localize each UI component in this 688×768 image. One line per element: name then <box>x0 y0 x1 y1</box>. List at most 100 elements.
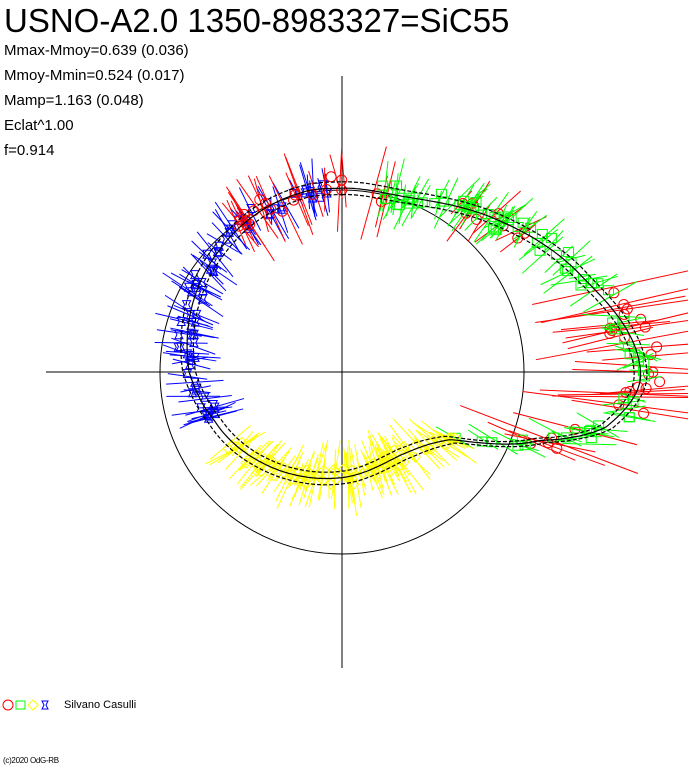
error-bar <box>508 430 606 466</box>
data-point-diamond <box>290 465 302 478</box>
series-observer-blue <box>154 158 332 429</box>
error-bar <box>398 188 406 224</box>
error-bar <box>382 187 403 220</box>
data-point-diamond <box>253 460 265 473</box>
error-bar <box>169 318 213 330</box>
data-point-star <box>209 402 220 412</box>
error-bar <box>239 444 278 488</box>
data-point-diamond <box>311 469 323 481</box>
error-bar <box>629 369 658 372</box>
data-point-star <box>173 342 184 352</box>
data-point-star <box>190 352 200 362</box>
error-bar <box>196 231 234 278</box>
error-bar <box>261 457 286 494</box>
error-bar <box>410 185 431 219</box>
data-point-diamond <box>284 467 296 479</box>
error-bar <box>601 316 647 327</box>
data-point-star <box>189 329 199 339</box>
data-point-square <box>377 180 389 191</box>
error-bar <box>170 272 223 301</box>
data-point-square <box>618 393 630 404</box>
data-point-square <box>435 188 447 199</box>
error-bar <box>236 179 279 239</box>
error-bar <box>515 211 538 243</box>
error-bar <box>369 441 384 490</box>
error-bar <box>408 418 458 461</box>
error-bar <box>179 273 213 296</box>
error-bar <box>586 343 688 353</box>
error-bar <box>495 216 547 241</box>
error-bar <box>309 180 316 216</box>
chart-title: USNO-A2.0 1350-8983327=SiC55 <box>4 2 510 39</box>
error-bar <box>543 255 593 294</box>
error-bar <box>603 328 644 337</box>
error-bar <box>508 437 536 445</box>
data-point-square <box>638 366 650 377</box>
legend-square-icon <box>15 700 26 710</box>
data-point-star <box>307 193 318 203</box>
copyright: (c)2020 OdG-RB <box>3 756 59 765</box>
error-bar <box>178 395 232 403</box>
error-bar <box>541 288 688 324</box>
error-bar <box>324 173 330 213</box>
error-bar <box>377 447 395 477</box>
error-bar <box>170 329 215 339</box>
error-bar <box>563 427 615 438</box>
stat-mmax-mmoy: Mmax-Mmoy=0.639 (0.036) <box>4 42 189 59</box>
series-observer-green <box>377 158 662 458</box>
error-bar <box>540 258 596 286</box>
error-bar <box>304 457 319 492</box>
observations <box>154 146 688 516</box>
error-bar <box>576 412 620 438</box>
data-point-circle <box>551 442 563 454</box>
mean-curve-lower-envelope <box>192 193 635 473</box>
data-point-circle <box>325 171 337 183</box>
error-bar <box>413 437 443 462</box>
data-point-star <box>208 266 218 276</box>
error-bar <box>285 172 309 227</box>
data-point-diamond <box>267 470 280 482</box>
error-bar <box>268 175 303 245</box>
data-point-square <box>619 332 631 343</box>
error-bar <box>239 440 274 471</box>
error-bar <box>532 270 688 305</box>
legend-symbols <box>2 699 49 711</box>
error-bar <box>568 295 686 318</box>
error-bar <box>583 280 638 313</box>
data-point-star <box>176 316 187 326</box>
error-bar <box>162 272 213 307</box>
error-bar <box>432 429 469 449</box>
error-bar <box>237 441 272 485</box>
error-bar <box>393 176 421 230</box>
data-point-diamond <box>328 463 340 476</box>
error-bar <box>435 426 475 450</box>
error-bar <box>539 389 688 397</box>
error-bar <box>368 446 376 483</box>
stat-mamp: Mamp=1.163 (0.048) <box>4 92 144 109</box>
error-bar <box>209 425 251 460</box>
error-bar <box>552 240 591 276</box>
data-point-diamond <box>398 440 410 453</box>
error-bar <box>341 152 347 208</box>
error-bar <box>348 439 356 501</box>
error-bar <box>434 179 450 209</box>
error-bar <box>166 379 224 385</box>
error-bar <box>183 389 211 394</box>
error-bar <box>433 177 459 229</box>
stat-f: f=0.914 <box>4 142 55 159</box>
error-bar <box>543 230 564 253</box>
data-point-star <box>181 300 192 310</box>
data-point-diamond <box>351 472 363 484</box>
error-bar <box>513 214 548 240</box>
error-bar <box>377 432 412 493</box>
error-bar <box>272 182 300 229</box>
error-bar <box>308 170 324 217</box>
data-point-diamond <box>240 457 252 469</box>
data-point-circle <box>638 407 650 419</box>
data-point-square <box>583 426 595 437</box>
error-bar <box>551 430 582 443</box>
error-bar <box>552 395 688 399</box>
data-point-square <box>534 245 546 256</box>
error-bar <box>522 391 688 414</box>
error-bar <box>360 449 377 483</box>
